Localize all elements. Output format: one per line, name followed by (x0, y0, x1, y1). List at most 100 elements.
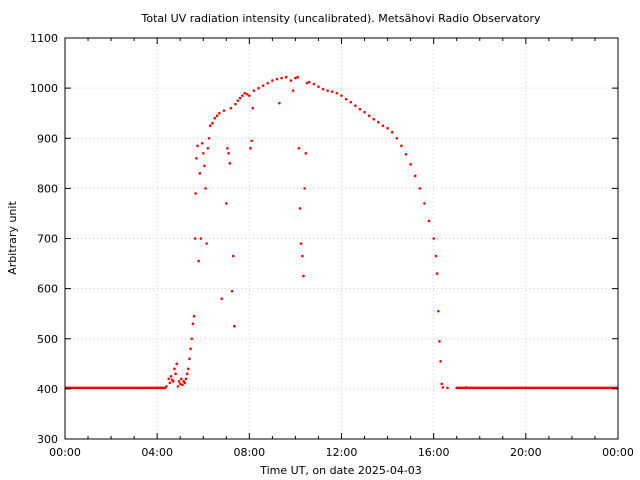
data-point (236, 99, 240, 102)
data-point (168, 381, 172, 385)
data-point (206, 146, 210, 150)
data-point (176, 385, 180, 388)
data-point (194, 192, 197, 195)
y-tick-label: 400 (37, 383, 58, 396)
data-point (252, 89, 256, 92)
data-point (261, 84, 265, 87)
data-point (435, 272, 439, 275)
data-point (173, 367, 176, 371)
y-tick-label: 800 (37, 182, 58, 195)
data-point (199, 237, 203, 240)
data-point (207, 136, 211, 140)
x-tick-label: 04:00 (141, 446, 173, 459)
data-point (218, 111, 221, 115)
data-point (367, 114, 371, 117)
data-point (302, 274, 305, 278)
data-point (190, 337, 194, 341)
data-point (266, 81, 270, 85)
data-point (213, 116, 217, 120)
data-points (65, 75, 618, 390)
data-point (193, 237, 197, 240)
data-point (169, 375, 173, 378)
data-point (203, 164, 206, 168)
data-point (195, 157, 198, 160)
data-point (230, 289, 234, 293)
y-tick-label: 1000 (30, 82, 58, 95)
x-tick-label: 16:00 (418, 446, 450, 459)
data-point (171, 380, 175, 383)
data-point (205, 242, 209, 245)
data-point (183, 381, 187, 385)
data-point (251, 106, 255, 110)
y-tick-label: 300 (37, 433, 58, 446)
data-point (409, 163, 412, 166)
x-tick-label: 20:00 (510, 446, 542, 459)
data-point (165, 385, 168, 388)
data-point (291, 89, 295, 92)
data-point (198, 172, 202, 175)
data-point (438, 339, 441, 343)
data-point (446, 386, 449, 390)
data-point (390, 130, 394, 134)
data-point (222, 109, 226, 112)
data-point (464, 386, 468, 389)
data-point (372, 117, 376, 121)
data-point (238, 96, 242, 100)
data-point (231, 254, 235, 258)
data-point (297, 146, 301, 150)
data-point (418, 187, 422, 190)
data-point (436, 309, 440, 313)
data-point (349, 100, 353, 104)
data-point (174, 372, 177, 376)
data-point (178, 382, 182, 386)
data-point (189, 347, 192, 351)
data-point (305, 81, 309, 85)
data-point (271, 79, 274, 82)
data-point (275, 77, 279, 81)
data-point (197, 259, 200, 263)
data-point (455, 386, 459, 390)
data-point (303, 187, 306, 190)
data-point (344, 97, 348, 101)
data-point (284, 75, 288, 79)
data-point (427, 219, 431, 223)
y-axis: 300 400 500 600 700 800 900 1000 1100 (30, 32, 618, 446)
data-point (298, 207, 302, 210)
data-point (304, 151, 308, 155)
data-point (301, 254, 304, 258)
data-point (208, 124, 212, 128)
x-axis: 00:00 04:00 08:00 12:00 16:00 20:00 00:00 (49, 38, 634, 459)
data-point (180, 377, 183, 381)
chart-title: Total UV radiation intensity (uncalibrat… (141, 12, 541, 25)
y-tick-label: 600 (37, 283, 58, 296)
data-point (434, 254, 438, 258)
data-point (381, 124, 385, 128)
data-point (184, 377, 188, 381)
x-tick-label: 08:00 (233, 446, 265, 459)
data-point (413, 174, 417, 178)
data-point (404, 152, 408, 156)
data-point (358, 107, 362, 111)
data-point (196, 144, 199, 148)
data-point (340, 94, 343, 97)
data-point (192, 314, 196, 318)
y-tick-label: 1100 (30, 32, 58, 45)
y-tick-label: 900 (37, 132, 58, 145)
data-point (228, 162, 232, 165)
data-point (181, 383, 184, 387)
data-point (299, 242, 303, 245)
data-point (229, 106, 233, 110)
data-point (440, 382, 444, 386)
x-tick-label: 00:00 (602, 446, 634, 459)
data-point (185, 372, 189, 376)
data-point (200, 141, 204, 145)
data-point (400, 144, 403, 148)
data-point (441, 386, 445, 389)
data-point (296, 75, 300, 79)
data-point (277, 101, 281, 105)
data-point (377, 120, 380, 124)
data-point (439, 360, 442, 363)
x-tick-label: 00:00 (49, 446, 81, 459)
data-point (186, 367, 190, 371)
